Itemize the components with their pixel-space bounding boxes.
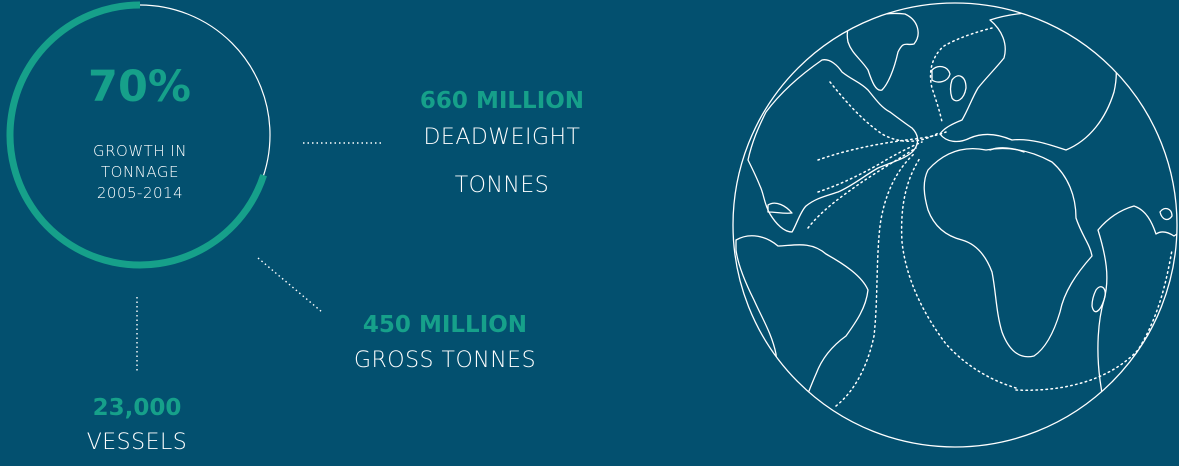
globe-outline [732,2,1178,448]
growth-label-line2: TONNAGE [100,163,179,181]
route-caribbean [817,141,923,193]
growth-label-line1: GROWTH IN [92,142,188,160]
vessels-label: VESSELS [86,430,188,455]
europe-shape [939,11,1117,151]
gross-value: 450 MILLION [362,312,528,338]
asia-shape [1097,205,1177,447]
deadweight-value: 660 MILLION [419,88,585,114]
deadweight-label-line1: DEADWEIGHT [423,125,581,150]
deadweight-label-line2: TONNES [454,173,550,198]
africa-shape [923,147,1093,358]
iceland-shape [931,65,951,83]
vessels-value: 23,000 [92,395,182,421]
uk-shape [949,75,967,102]
cuba-shape [767,202,793,214]
gross-label: GROSS TONNES [353,348,537,373]
black-sea-shape [1159,207,1173,221]
route-atlantic-south [835,153,915,407]
route-south-america [807,147,917,229]
north-america-shape [747,59,919,233]
route-north-atlantic [829,81,941,142]
growth-value: 70% [88,62,191,112]
growth-label-line3: 2005-2014 [96,184,184,202]
greenland-shape [846,12,919,91]
route-transatlantic [817,131,947,161]
mediterranean-edge [989,147,1025,153]
route-cape [900,157,1017,389]
madagascar-shape [1091,286,1106,313]
route-arctic [929,27,993,123]
south-america-shape [735,235,869,434]
route-cape-east [1015,249,1173,391]
